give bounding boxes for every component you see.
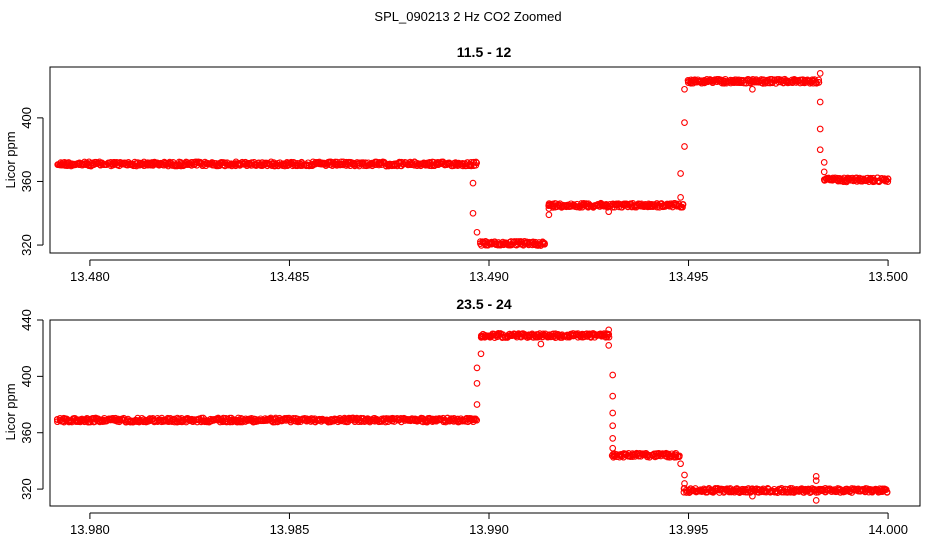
data-point	[677, 194, 684, 201]
data-point	[305, 161, 313, 169]
data-point	[800, 77, 808, 85]
panel-1-ytick-label: 400	[19, 107, 34, 129]
data-point	[609, 422, 617, 430]
data-point	[333, 162, 341, 169]
data-point	[820, 168, 828, 176]
panel-2-ytick-label: 440	[19, 309, 34, 331]
data-point	[816, 146, 824, 154]
chart-panel-1: 11.5 - 12 Licor ppm 13.480 13.485 13.490…	[3, 44, 921, 284]
data-point	[473, 364, 481, 372]
data-point	[812, 477, 820, 484]
panel-1-title: 11.5 - 12	[457, 44, 512, 60]
panel-1-xtick-label: 13.480	[70, 269, 110, 284]
panel-2-xtick-label: 13.985	[270, 522, 310, 537]
panel-2-ytick-label: 360	[19, 422, 34, 444]
panel-2-xtick-label: 13.995	[669, 522, 709, 537]
data-point	[234, 418, 242, 426]
data-point	[609, 409, 617, 417]
data-point	[681, 471, 688, 479]
panel-2-xtick-label: 13.990	[469, 522, 509, 537]
data-point	[884, 178, 892, 185]
data-point	[366, 418, 374, 426]
data-point	[609, 444, 617, 452]
panel-2-plot-frame	[49, 319, 921, 507]
data-point	[677, 170, 684, 177]
data-point	[883, 488, 891, 496]
panel-2-xtick-label: 13.980	[70, 522, 110, 537]
panel-1-plot-frame	[49, 66, 921, 254]
data-point	[816, 125, 824, 133]
panel-2-ytick-label: 320	[19, 478, 34, 500]
data-point	[812, 497, 820, 504]
data-point	[473, 416, 481, 424]
panel-2-x-axis: 13.980 13.985 13.990 13.995 14.000	[70, 512, 908, 537]
data-point	[812, 473, 820, 480]
data-point	[679, 203, 686, 211]
panel-1-xtick-label: 13.490	[469, 269, 509, 284]
data-point	[605, 342, 613, 349]
panel-1-y-axis: 320 360 400	[19, 107, 44, 256]
data-point	[463, 162, 470, 170]
data-point	[472, 158, 480, 166]
data-point	[469, 209, 477, 217]
data-point	[820, 159, 828, 166]
data-point	[681, 480, 688, 487]
data-point	[816, 70, 824, 77]
data-point	[816, 98, 824, 106]
data-point	[473, 401, 481, 408]
data-point	[537, 340, 545, 348]
panel-2-y-axis: 320 360 400 440	[19, 309, 44, 500]
data-point	[545, 205, 553, 212]
panel-2-ylabel: Licor ppm	[3, 383, 18, 440]
data-point	[368, 159, 376, 167]
panel-1-points	[54, 70, 892, 249]
panel-1-xtick-label: 13.500	[868, 269, 908, 284]
panel-1-ytick-label: 320	[19, 234, 34, 256]
data-point	[473, 380, 481, 387]
chart-panel-2: 23.5 - 24 Licor ppm 13.980 13.985 13.990…	[3, 296, 921, 537]
panel-2-points	[53, 326, 891, 504]
data-point	[681, 119, 688, 126]
data-point	[675, 453, 683, 461]
panel-1-xtick-label: 13.485	[270, 269, 310, 284]
data-point	[681, 143, 688, 150]
data-point	[815, 76, 823, 84]
panel-1-ytick-label: 360	[19, 171, 34, 193]
data-point	[605, 208, 613, 216]
data-point	[884, 175, 892, 183]
data-point	[545, 211, 553, 219]
data-point	[609, 392, 617, 400]
data-point	[677, 460, 684, 468]
data-point	[605, 326, 613, 334]
data-point	[837, 488, 844, 496]
data-point	[679, 201, 687, 209]
data-point	[749, 492, 756, 500]
data-point	[609, 371, 617, 379]
panel-2-xtick-label: 14.000	[868, 522, 908, 537]
data-point	[815, 79, 823, 86]
data-point	[473, 228, 481, 236]
data-point	[609, 435, 617, 442]
data-point	[541, 240, 548, 248]
panel-1-ylabel: Licor ppm	[3, 131, 18, 188]
data-point	[477, 350, 485, 358]
figure-title: SPL_090213 2 Hz CO2 Zoomed	[374, 9, 561, 24]
panel-1-x-axis: 13.480 13.485 13.490 13.495 13.500	[70, 259, 908, 284]
panel-2-title: 23.5 - 24	[456, 296, 511, 312]
data-point	[749, 85, 756, 93]
panel-2-ytick-label: 400	[19, 366, 34, 388]
data-point	[681, 85, 688, 93]
panel-1-xtick-label: 13.495	[669, 269, 709, 284]
data-point	[469, 179, 477, 187]
data-point	[473, 159, 481, 167]
